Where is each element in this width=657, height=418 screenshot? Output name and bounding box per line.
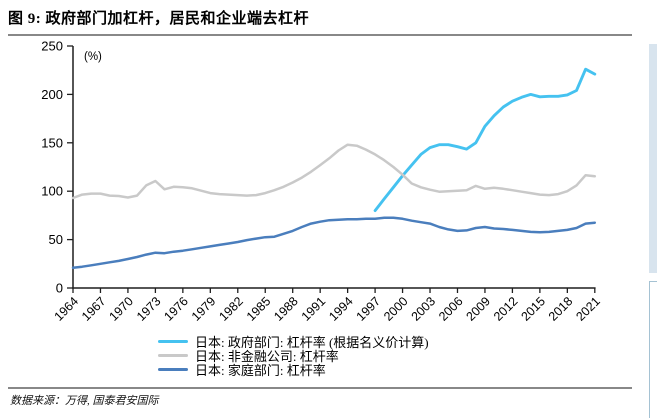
x-tick-label: 1991	[299, 294, 329, 324]
x-tick-label: 1964	[52, 294, 82, 324]
adjacent-panel-edge	[649, 44, 657, 273]
series-line-household	[71, 216, 597, 269]
y-tick-label: 150	[41, 135, 63, 150]
household-series-swatch	[158, 367, 188, 371]
legend-item-nonfinancial-corporations: 日本: 非金融公司: 杠杆率	[158, 348, 429, 364]
x-tick-label: 1985	[244, 294, 274, 324]
x-tick-label: 2000	[381, 294, 411, 324]
legend-label: 日本: 政府部门: 杠杆率 (根据名义价计算)	[195, 334, 429, 350]
x-tick-label: 2006	[436, 294, 466, 324]
x-tick-label: 2009	[464, 294, 494, 324]
chart-legend: 日本: 政府部门: 杠杆率 (根据名义价计算) 日本: 非金融公司: 杠杆率 日…	[158, 334, 429, 378]
x-tick-label: 1967	[79, 294, 109, 324]
adjacent-panel-border	[649, 281, 657, 418]
figure-title: 图 9: 政府部门加杠杆，居民和企业端去杠杆	[8, 11, 309, 27]
legend-label: 日本: 非金融公司: 杠杆率	[195, 348, 339, 364]
x-tick-label: 1982	[216, 294, 246, 324]
x-tick-label: 1988	[271, 294, 301, 324]
legend-item-household: 日本: 家庭部门: 杠杆率	[158, 362, 429, 378]
series-line-government	[373, 67, 597, 213]
legend-item-government: 日本: 政府部门: 杠杆率 (根据名义价计算)	[158, 334, 429, 350]
y-tick-label: 100	[41, 184, 63, 199]
legend-label: 日本: 家庭部门: 杠杆率	[195, 362, 326, 378]
y-tick-label: 200	[41, 87, 63, 102]
y-tick-label: 0	[56, 281, 63, 296]
x-tick-label: 2003	[409, 294, 439, 324]
x-tick-label: 1973	[134, 294, 164, 324]
x-tick-label: 1979	[189, 294, 219, 324]
x-tick-label: 1976	[161, 294, 191, 324]
footer-divider	[8, 387, 632, 389]
nonfinancial-corporations-series-swatch	[158, 353, 188, 357]
x-tick-label: 1970	[106, 294, 136, 324]
x-tick-label: 2018	[546, 294, 576, 324]
x-tick-label: 1997	[354, 294, 384, 324]
x-tick-label: 2012	[491, 294, 521, 324]
y-tick-label: 250	[41, 39, 63, 54]
x-tick-label: 1994	[326, 294, 356, 324]
x-tick-label: 2021	[573, 294, 603, 324]
data-source-note: 数据来源：万得, 国泰君安国际	[10, 395, 159, 407]
series-line-nonfinancial-corporations	[71, 143, 597, 200]
title-divider	[8, 34, 632, 36]
y-tick-label: 50	[49, 232, 63, 247]
x-tick-label: 2015	[518, 294, 548, 324]
unit-label: (%)	[84, 51, 102, 63]
government-series-swatch	[158, 339, 188, 343]
